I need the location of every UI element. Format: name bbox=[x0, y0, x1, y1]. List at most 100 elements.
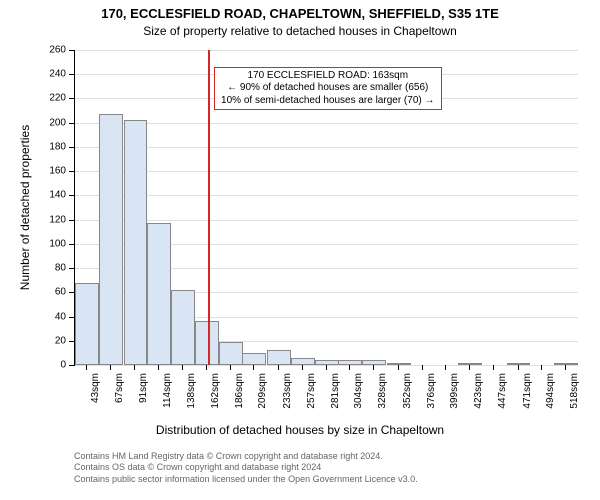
y-tick-mark bbox=[69, 195, 74, 196]
y-tick-label: 260 bbox=[42, 45, 66, 56]
x-tick-mark bbox=[326, 365, 327, 370]
y-tick-mark bbox=[69, 244, 74, 245]
x-tick-label: 257sqm bbox=[306, 373, 317, 409]
x-tick-mark bbox=[253, 365, 254, 370]
x-tick-mark bbox=[445, 365, 446, 370]
y-tick-mark bbox=[69, 268, 74, 269]
histogram-bar bbox=[291, 358, 315, 365]
attribution-line: Contains public sector information licen… bbox=[74, 474, 418, 485]
histogram-bar bbox=[507, 363, 531, 365]
x-tick-label: 328sqm bbox=[377, 373, 388, 409]
x-tick-label: 447sqm bbox=[497, 373, 508, 409]
x-tick-mark bbox=[469, 365, 470, 370]
x-tick-label: 43sqm bbox=[90, 373, 101, 403]
gridline bbox=[75, 220, 578, 221]
y-tick-mark bbox=[69, 50, 74, 51]
x-tick-label: 352sqm bbox=[402, 373, 413, 409]
x-tick-mark bbox=[493, 365, 494, 370]
x-tick-mark bbox=[182, 365, 183, 370]
chart-subtitle: Size of property relative to detached ho… bbox=[0, 24, 600, 38]
x-tick-mark bbox=[565, 365, 566, 370]
reference-line bbox=[208, 50, 210, 365]
histogram-bar bbox=[554, 363, 578, 365]
gridline bbox=[75, 147, 578, 148]
x-tick-mark bbox=[398, 365, 399, 370]
histogram-bar bbox=[267, 350, 291, 365]
x-tick-mark bbox=[541, 365, 542, 370]
x-tick-label: 494sqm bbox=[545, 373, 556, 409]
y-tick-label: 60 bbox=[42, 287, 66, 298]
y-tick-label: 120 bbox=[42, 214, 66, 225]
x-tick-mark bbox=[349, 365, 350, 370]
y-tick-mark bbox=[69, 74, 74, 75]
y-tick-mark bbox=[69, 171, 74, 172]
x-tick-mark bbox=[518, 365, 519, 370]
x-tick-label: 186sqm bbox=[234, 373, 245, 409]
plot-area: 170 ECCLESFIELD ROAD: 163sqm← 90% of det… bbox=[74, 50, 578, 366]
gridline bbox=[75, 171, 578, 172]
histogram-bar bbox=[124, 120, 148, 365]
x-tick-label: 281sqm bbox=[330, 373, 341, 409]
annotation-line: ← 90% of detached houses are smaller (65… bbox=[221, 82, 434, 95]
y-tick-label: 0 bbox=[42, 360, 66, 371]
y-tick-label: 240 bbox=[42, 69, 66, 80]
x-tick-mark bbox=[110, 365, 111, 370]
y-tick-label: 160 bbox=[42, 166, 66, 177]
x-axis-label: Distribution of detached houses by size … bbox=[0, 423, 600, 437]
y-tick-mark bbox=[69, 292, 74, 293]
y-tick-mark bbox=[69, 98, 74, 99]
chart-container: 170, ECCLESFIELD ROAD, CHAPELTOWN, SHEFF… bbox=[0, 0, 600, 500]
x-tick-mark bbox=[86, 365, 87, 370]
annotation-line: 10% of semi-detached houses are larger (… bbox=[221, 95, 434, 108]
y-tick-label: 180 bbox=[42, 141, 66, 152]
annotation-line: 170 ECCLESFIELD ROAD: 163sqm bbox=[221, 70, 434, 83]
histogram-bar bbox=[75, 283, 99, 365]
attribution-text: Contains HM Land Registry data © Crown c… bbox=[74, 451, 418, 485]
x-tick-label: 162sqm bbox=[210, 373, 221, 409]
x-tick-mark bbox=[206, 365, 207, 370]
x-tick-label: 67sqm bbox=[114, 373, 125, 403]
x-tick-mark bbox=[230, 365, 231, 370]
x-tick-mark bbox=[134, 365, 135, 370]
y-tick-label: 220 bbox=[42, 93, 66, 104]
histogram-bar bbox=[195, 321, 219, 365]
histogram-bar bbox=[99, 114, 123, 365]
x-tick-mark bbox=[278, 365, 279, 370]
x-tick-label: 114sqm bbox=[162, 373, 173, 408]
attribution-line: Contains OS data © Crown copyright and d… bbox=[74, 462, 418, 473]
histogram-bar bbox=[147, 223, 171, 365]
gridline bbox=[75, 50, 578, 51]
y-tick-label: 140 bbox=[42, 190, 66, 201]
y-tick-mark bbox=[69, 123, 74, 124]
x-tick-mark bbox=[422, 365, 423, 370]
x-tick-label: 518sqm bbox=[569, 373, 580, 409]
x-tick-label: 138sqm bbox=[186, 373, 197, 409]
y-tick-label: 80 bbox=[42, 263, 66, 274]
y-tick-mark bbox=[69, 317, 74, 318]
y-tick-mark bbox=[69, 365, 74, 366]
x-tick-mark bbox=[302, 365, 303, 370]
x-tick-label: 376sqm bbox=[426, 373, 437, 409]
y-tick-label: 100 bbox=[42, 238, 66, 249]
y-tick-label: 20 bbox=[42, 335, 66, 346]
histogram-bar bbox=[242, 353, 266, 365]
x-tick-label: 233sqm bbox=[282, 373, 293, 409]
x-tick-label: 423sqm bbox=[473, 373, 484, 409]
y-tick-mark bbox=[69, 147, 74, 148]
y-tick-mark bbox=[69, 220, 74, 221]
histogram-bar bbox=[171, 290, 195, 365]
x-tick-label: 209sqm bbox=[257, 373, 268, 409]
x-tick-label: 304sqm bbox=[353, 373, 364, 409]
x-tick-label: 471sqm bbox=[522, 373, 533, 409]
y-axis-label: Number of detached properties bbox=[18, 50, 32, 365]
y-tick-label: 200 bbox=[42, 117, 66, 128]
x-tick-label: 399sqm bbox=[449, 373, 460, 409]
x-tick-mark bbox=[373, 365, 374, 370]
histogram-bar bbox=[219, 342, 243, 365]
annotation-box: 170 ECCLESFIELD ROAD: 163sqm← 90% of det… bbox=[214, 67, 441, 111]
histogram-bar bbox=[387, 363, 411, 365]
chart-title: 170, ECCLESFIELD ROAD, CHAPELTOWN, SHEFF… bbox=[0, 6, 600, 21]
x-tick-mark bbox=[158, 365, 159, 370]
gridline bbox=[75, 123, 578, 124]
x-tick-label: 91sqm bbox=[138, 373, 149, 403]
